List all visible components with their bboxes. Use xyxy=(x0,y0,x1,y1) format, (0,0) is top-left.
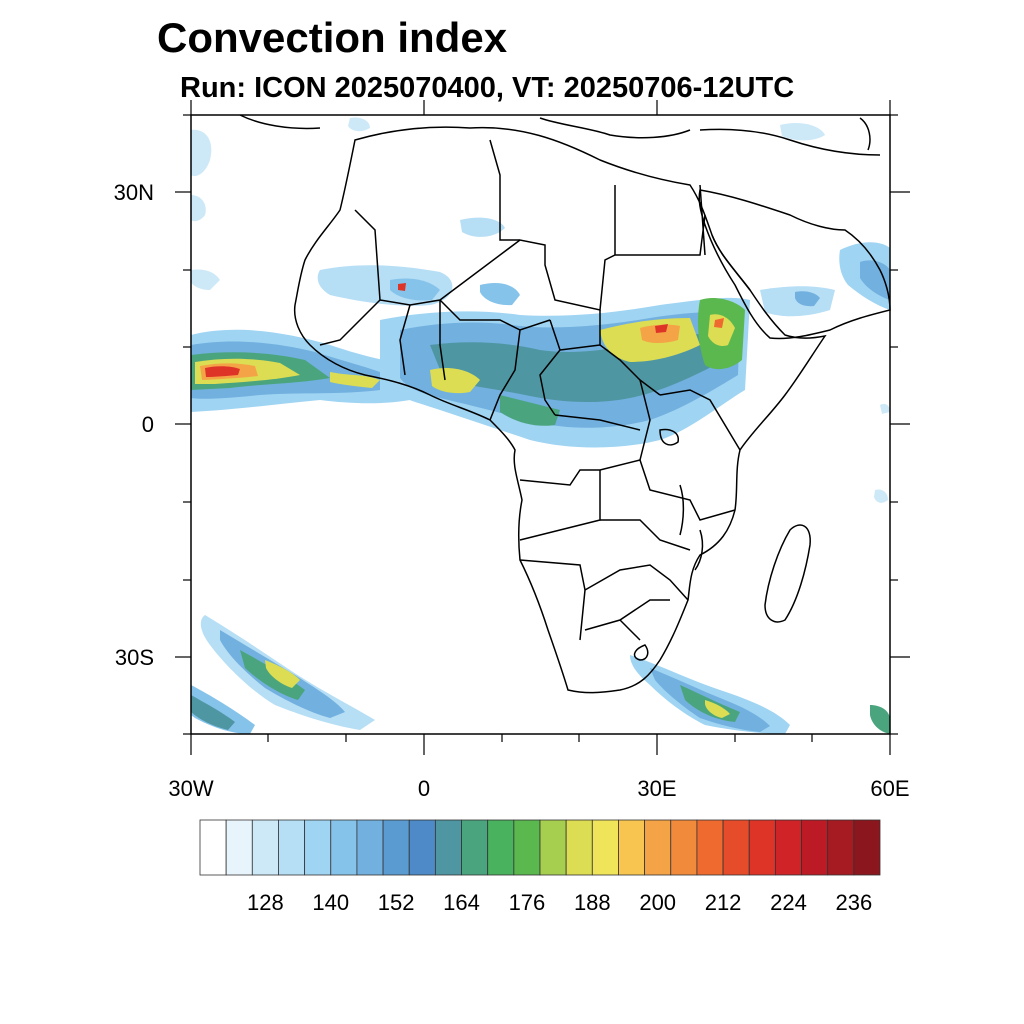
colorbar-swatch xyxy=(722,819,750,876)
colorbar-swatch xyxy=(513,819,541,876)
colorbar-label: 164 xyxy=(443,890,480,915)
colorbar-label: 176 xyxy=(508,890,546,915)
coastlines xyxy=(239,114,891,694)
lat-label-30n: 30N xyxy=(113,180,154,205)
colorbar-swatch xyxy=(618,819,646,876)
lon-label-0: 0 xyxy=(417,776,431,801)
colorbar-swatch xyxy=(225,819,253,876)
colorbar-swatch xyxy=(434,819,462,876)
colorbar-swatch xyxy=(487,819,515,876)
colorbar-swatch xyxy=(539,819,567,876)
colorbar-label: 140 xyxy=(312,890,350,915)
lon-label-60e: 60E xyxy=(870,776,910,801)
colorbar-label: 188 xyxy=(573,890,611,915)
colorbar-swatch xyxy=(251,819,279,876)
colorbar-swatch xyxy=(774,819,802,876)
colorbar-swatch xyxy=(801,819,829,876)
lon-label-30w: 30W xyxy=(168,776,214,801)
colorbar-swatch xyxy=(408,819,436,876)
colorbar-swatch xyxy=(853,819,881,876)
colorbar-swatch xyxy=(199,819,227,876)
lat-label-0: 0 xyxy=(141,412,154,437)
colorbar-swatch xyxy=(565,819,593,876)
colorbar-label: 152 xyxy=(377,890,415,915)
colorbar-swatch xyxy=(330,819,358,876)
lat-label-30s: 30S xyxy=(114,645,154,670)
colorbar-label: 212 xyxy=(704,890,742,915)
chart-title: Convection index xyxy=(157,14,508,61)
chart-subtitle: Run: ICON 2025070400, VT: 20250706-12UTC xyxy=(180,72,795,104)
colorbar-swatch xyxy=(670,819,698,876)
colorbar-swatch xyxy=(696,819,724,876)
colorbar-swatch xyxy=(304,819,332,876)
colorbar-swatch xyxy=(278,819,306,876)
colorbar-label: 200 xyxy=(639,890,677,915)
colorbar-swatch xyxy=(356,819,384,876)
colorbar-swatch xyxy=(591,819,619,876)
colorbar-label: 128 xyxy=(247,890,284,915)
colorbar-label: 236 xyxy=(835,890,873,915)
tick-marks xyxy=(175,100,910,755)
colorbar xyxy=(199,819,881,876)
colorbar-swatch xyxy=(748,819,776,876)
colorbar-swatch xyxy=(827,819,855,876)
colorbar-label: 224 xyxy=(770,890,807,915)
lon-label-30e: 30E xyxy=(637,776,677,801)
colorbar-swatch xyxy=(644,819,672,876)
colorbar-swatch xyxy=(461,819,489,876)
colorbar-swatch xyxy=(382,819,410,876)
